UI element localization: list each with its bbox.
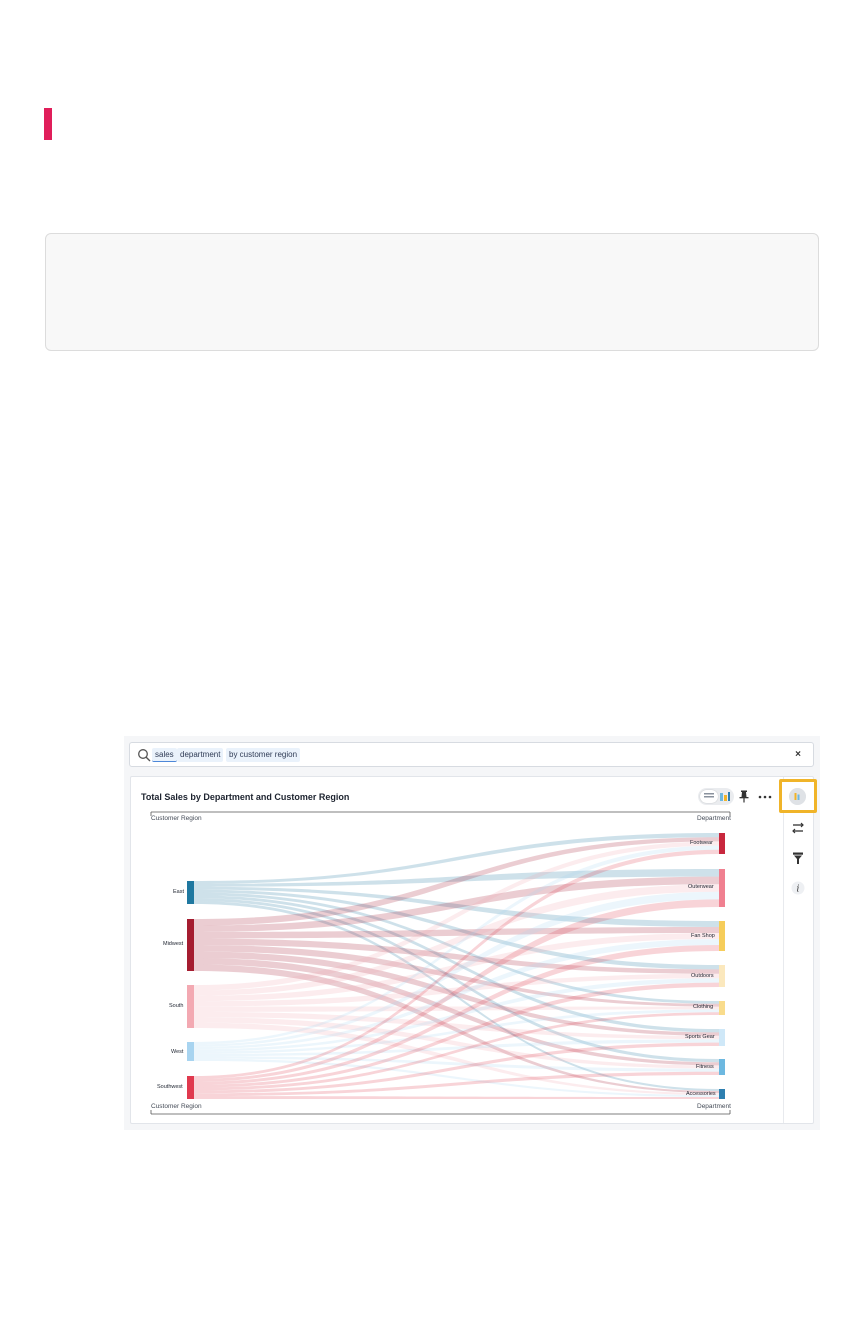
link-southwest-accessories[interactable] — [194, 1096, 719, 1099]
node-south[interactable] — [187, 985, 194, 1028]
node-label-outdoors: Outdoors — [691, 973, 714, 979]
link-south-accessories[interactable] — [194, 1022, 719, 1095]
node-outdoors[interactable] — [719, 965, 725, 987]
link-south-outdoors[interactable] — [194, 973, 719, 1007]
search-token-sales[interactable]: sales — [152, 748, 177, 762]
node-clothing[interactable] — [719, 1001, 725, 1015]
node-outerwear[interactable] — [719, 869, 725, 907]
chart-settings-icon[interactable] — [789, 788, 806, 805]
link-midwest-clothing[interactable] — [194, 945, 719, 1007]
link-midwest-outdoors[interactable] — [194, 938, 719, 974]
pin-icon[interactable] — [739, 790, 749, 803]
link-west-outerwear[interactable] — [194, 891, 719, 1047]
link-east-footwear[interactable] — [194, 833, 719, 884]
link-midwest-footwear[interactable] — [194, 837, 719, 926]
link-midwest-accessories[interactable] — [194, 964, 719, 1094]
link-south-outerwear[interactable] — [194, 884, 719, 996]
link-west-accessories[interactable] — [194, 1058, 719, 1097]
link-midwest-fan-shop[interactable] — [194, 927, 719, 939]
node-label-east: East — [173, 889, 185, 895]
node-southwest[interactable] — [187, 1076, 194, 1099]
link-south-sports-gear[interactable] — [194, 1011, 719, 1040]
link-southwest-footwear[interactable] — [194, 849, 719, 1079]
node-footwear[interactable] — [719, 833, 725, 854]
node-label-footwear: Footwear — [690, 840, 713, 846]
node-sports-gear[interactable] — [719, 1029, 725, 1046]
node-label-clothing: Clothing — [693, 1004, 714, 1010]
link-southwest-clothing[interactable] — [194, 1012, 719, 1091]
link-east-fan-shop[interactable] — [194, 886, 719, 927]
link-west-outdoors[interactable] — [194, 978, 719, 1052]
clear-search-button[interactable]: × — [795, 749, 801, 760]
node-label-fan-shop: Fan Shop — [691, 933, 715, 939]
info-icon[interactable]: i — [791, 881, 805, 895]
node-midwest[interactable] — [187, 919, 194, 971]
node-east[interactable] — [187, 881, 194, 904]
table-icon[interactable] — [703, 791, 715, 802]
node-label-fitness: Fitness — [696, 1064, 714, 1070]
section-accent-bar — [44, 108, 52, 140]
chart-icon[interactable] — [719, 791, 731, 802]
link-west-clothing[interactable] — [194, 1009, 719, 1054]
link-east-outerwear[interactable] — [194, 869, 719, 887]
link-southwest-outdoors[interactable] — [194, 982, 719, 1088]
chart-title[interactable]: Total Sales by Department and Customer R… — [141, 792, 350, 802]
link-south-footwear[interactable] — [194, 841, 719, 991]
link-southwest-fan-shop[interactable] — [194, 945, 719, 1085]
search-token-department[interactable]: department — [177, 748, 224, 762]
link-south-clothing[interactable] — [194, 1006, 719, 1012]
axis-bottom-left: Customer Region — [151, 1103, 202, 1110]
link-west-fitness[interactable] — [194, 1056, 719, 1072]
answer-card — [130, 776, 814, 1124]
search-bar[interactable] — [129, 742, 814, 767]
link-southwest-fitness[interactable] — [194, 1071, 719, 1097]
link-west-fan-shop[interactable] — [194, 939, 719, 1050]
link-west-sports-gear[interactable] — [194, 1039, 719, 1057]
configure-icon[interactable] — [791, 821, 805, 835]
node-label-south: South — [169, 1003, 184, 1009]
note-box — [45, 233, 819, 351]
node-label-midwest: Midwest — [163, 941, 184, 947]
node-label-accessories: Accessories — [686, 1091, 716, 1097]
more-icon[interactable] — [758, 795, 772, 799]
node-label-sports-gear: Sports Gear — [685, 1034, 715, 1040]
link-east-fitness[interactable] — [194, 898, 719, 1063]
link-midwest-outerwear[interactable] — [194, 876, 719, 932]
link-west-footwear[interactable] — [194, 845, 719, 1045]
axis-top-left: Customer Region — [151, 815, 202, 822]
sidebar-divider — [783, 777, 784, 1123]
node-accessories[interactable] — [719, 1089, 725, 1099]
link-south-fan-shop[interactable] — [194, 933, 719, 1002]
axis-top-right: Department — [697, 815, 731, 822]
link-southwest-outerwear[interactable] — [194, 899, 719, 1082]
link-south-fitness[interactable] — [194, 1017, 719, 1069]
link-east-clothing[interactable] — [194, 892, 719, 1004]
node-fan-shop[interactable] — [719, 921, 725, 951]
node-fitness[interactable] — [719, 1059, 725, 1075]
svg-text:i: i — [797, 885, 800, 895]
axis-bottom-right: Department — [697, 1103, 731, 1110]
link-midwest-sports-gear[interactable] — [194, 951, 719, 1036]
link-southwest-sports-gear[interactable] — [194, 1042, 719, 1094]
node-label-southwest: Southwest — [157, 1084, 183, 1090]
link-east-sports-gear[interactable] — [194, 895, 719, 1033]
node-label-west: West — [171, 1049, 184, 1055]
filter-icon[interactable] — [791, 851, 805, 865]
node-label-outerwear: Outerwear — [688, 884, 714, 890]
search-icon — [138, 749, 151, 762]
link-east-outdoors[interactable] — [194, 889, 719, 970]
node-west[interactable] — [187, 1042, 194, 1061]
link-midwest-fitness[interactable] — [194, 958, 719, 1066]
link-east-accessories[interactable] — [194, 901, 719, 1091]
search-token-customer-region[interactable]: by customer region — [226, 748, 301, 762]
